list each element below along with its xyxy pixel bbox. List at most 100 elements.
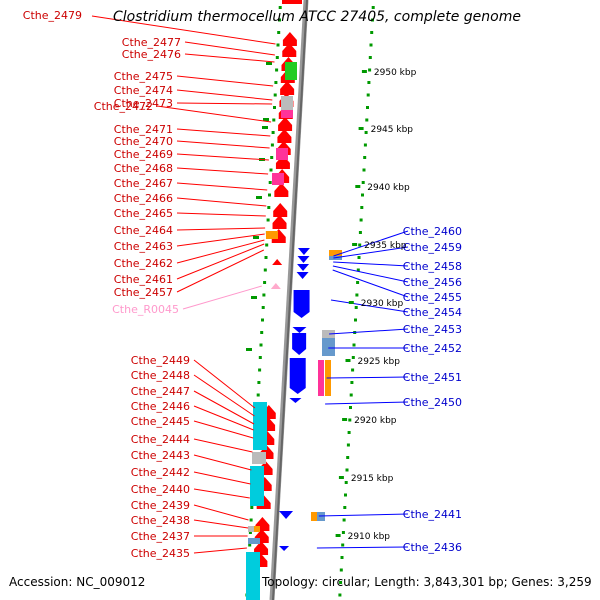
domain-box <box>281 96 293 110</box>
domain-box <box>266 231 278 239</box>
tick <box>352 343 356 347</box>
flat-feature <box>253 236 259 239</box>
tick <box>364 131 368 134</box>
tick <box>268 193 271 197</box>
forward-gene-arrow <box>254 541 269 555</box>
gene-label-cthe_2437[interactable]: Cthe_2437 <box>131 530 190 543</box>
leader-line <box>176 233 265 247</box>
gene-label-cthe_2464[interactable]: Cthe_2464 <box>114 224 173 237</box>
tick <box>275 56 279 59</box>
gene-label-cthe_2456[interactable]: Cthe_2456 <box>403 276 462 289</box>
gene-label-cthe_2474[interactable]: Cthe_2474 <box>114 84 173 97</box>
tick <box>343 506 347 509</box>
scale-tick <box>355 185 361 188</box>
gene-label-cthe_2447[interactable]: Cthe_2447 <box>131 385 190 398</box>
genome-title: Clostridium thermocellum ATCC 27405, com… <box>113 9 521 25</box>
gene-label-cthe_2479[interactable]: Cthe_2479 <box>23 9 82 22</box>
tick <box>278 6 282 9</box>
gene-label-cthe_2441[interactable]: Cthe_2441 <box>403 508 462 521</box>
tick <box>365 118 369 122</box>
tick <box>273 106 276 109</box>
tick <box>366 93 370 97</box>
gene-label-cthe_2454[interactable]: Cthe_2454 <box>403 306 462 319</box>
gene-label-cthe_2458[interactable]: Cthe_2458 <box>403 260 462 273</box>
tick <box>368 68 372 72</box>
tick <box>256 393 260 397</box>
gene-label-cthe_2442[interactable]: Cthe_2442 <box>131 466 190 479</box>
gene-label-cthe_2436[interactable]: Cthe_2436 <box>403 541 462 554</box>
leader-line <box>333 246 409 259</box>
scale-label: 2950 kbp <box>374 68 417 78</box>
gene-label-cthe_2448[interactable]: Cthe_2448 <box>131 369 190 382</box>
gene-label-cthe_2446[interactable]: Cthe_2446 <box>131 400 190 413</box>
tick <box>277 31 281 34</box>
leader-line <box>316 546 409 549</box>
gene-features <box>246 0 342 600</box>
forward-gene-arrow <box>277 129 292 143</box>
gene-label-cthe_2443[interactable]: Cthe_2443 <box>131 449 190 462</box>
label-leader-lines <box>91 15 409 554</box>
gene-label-cthe_2438[interactable]: Cthe_2438 <box>131 514 190 527</box>
tick <box>363 156 367 159</box>
gene-label-cthe_2444[interactable]: Cthe_2444 <box>131 433 190 446</box>
leader-line <box>193 359 256 409</box>
gene-labels[interactable]: Cthe_2479Cthe_2477Cthe_2476Cthe_2475Cthe… <box>23 9 462 560</box>
gene-label-cthe_2449[interactable]: Cthe_2449 <box>131 354 190 367</box>
gene-label-cthe_2463[interactable]: Cthe_2463 <box>114 240 173 253</box>
tick <box>358 231 362 234</box>
forward-gene-arrow <box>282 43 297 57</box>
gene-label-cthe_2455[interactable]: Cthe_2455 <box>403 291 462 304</box>
gene-label-cthe_2461[interactable]: Cthe_2461 <box>114 273 173 286</box>
scale-label: 2935 kbp <box>364 241 407 251</box>
leader-line <box>329 328 409 335</box>
gene-label-cthe_2465[interactable]: Cthe_2465 <box>114 207 173 220</box>
gene-label-cthe_2472[interactable]: Cthe_2472 <box>94 100 153 113</box>
gene-label-cthe_2466[interactable]: Cthe_2466 <box>114 192 173 205</box>
gene-label-cthe_2471[interactable]: Cthe_2471 <box>114 123 173 136</box>
forward-gene-arrow <box>274 183 289 197</box>
leader-line <box>333 261 409 267</box>
gene-label-cthe_2459[interactable]: Cthe_2459 <box>403 241 462 254</box>
leader-line <box>332 269 409 298</box>
leader-line <box>156 105 272 123</box>
domain-box <box>272 173 284 185</box>
genome-backbone <box>269 0 309 600</box>
gene-label-cthe_2439[interactable]: Cthe_2439 <box>131 499 190 512</box>
gene-label-cthe_2468[interactable]: Cthe_2468 <box>114 162 173 175</box>
leader-line <box>318 513 409 517</box>
tick <box>371 18 374 22</box>
tick <box>344 481 348 484</box>
gene-label-cthe_2469[interactable]: Cthe_2469 <box>114 148 173 161</box>
leader-line <box>330 299 409 313</box>
gene-label-cthe_2440[interactable]: Cthe_2440 <box>131 483 190 496</box>
reverse-gene-arrow <box>297 264 310 271</box>
leader-line <box>182 285 262 310</box>
gene-label-cthe_r0045[interactable]: Cthe_R0045 <box>112 303 179 316</box>
gene-label-cthe_2453[interactable]: Cthe_2453 <box>403 323 462 336</box>
gene-label-cthe_2477[interactable]: Cthe_2477 <box>122 36 181 49</box>
gene-label-cthe_2451[interactable]: Cthe_2451 <box>403 371 462 384</box>
gene-label-cthe_2467[interactable]: Cthe_2467 <box>114 177 173 190</box>
gene-label-cthe_2457[interactable]: Cthe_2457 <box>114 286 173 299</box>
gene-label-cthe_2462[interactable]: Cthe_2462 <box>114 257 173 270</box>
gene-label-cthe_2470[interactable]: Cthe_2470 <box>114 135 173 148</box>
gene-label-cthe_2475[interactable]: Cthe_2475 <box>114 70 173 83</box>
tick <box>339 581 343 584</box>
scale-label: 2925 kbp <box>358 357 401 367</box>
tick <box>248 531 252 534</box>
gene-label-cthe_2460[interactable]: Cthe_2460 <box>403 225 462 238</box>
tick <box>274 81 278 84</box>
scale-tick <box>345 359 351 362</box>
domain-box <box>285 62 297 80</box>
gene-label-cthe_2476[interactable]: Cthe_2476 <box>122 48 181 61</box>
gene-label-cthe_2473[interactable]: Cthe_2473 <box>114 97 173 110</box>
flat-feature <box>262 126 268 129</box>
tick <box>347 431 351 434</box>
tick <box>261 318 264 322</box>
gene-label-cthe_2445[interactable]: Cthe_2445 <box>131 415 190 428</box>
gene-label-cthe_2450[interactable]: Cthe_2450 <box>403 396 462 409</box>
gene-label-cthe_2452[interactable]: Cthe_2452 <box>403 342 462 355</box>
gene-label-cthe_2435[interactable]: Cthe_2435 <box>131 547 190 560</box>
tick <box>278 18 281 22</box>
